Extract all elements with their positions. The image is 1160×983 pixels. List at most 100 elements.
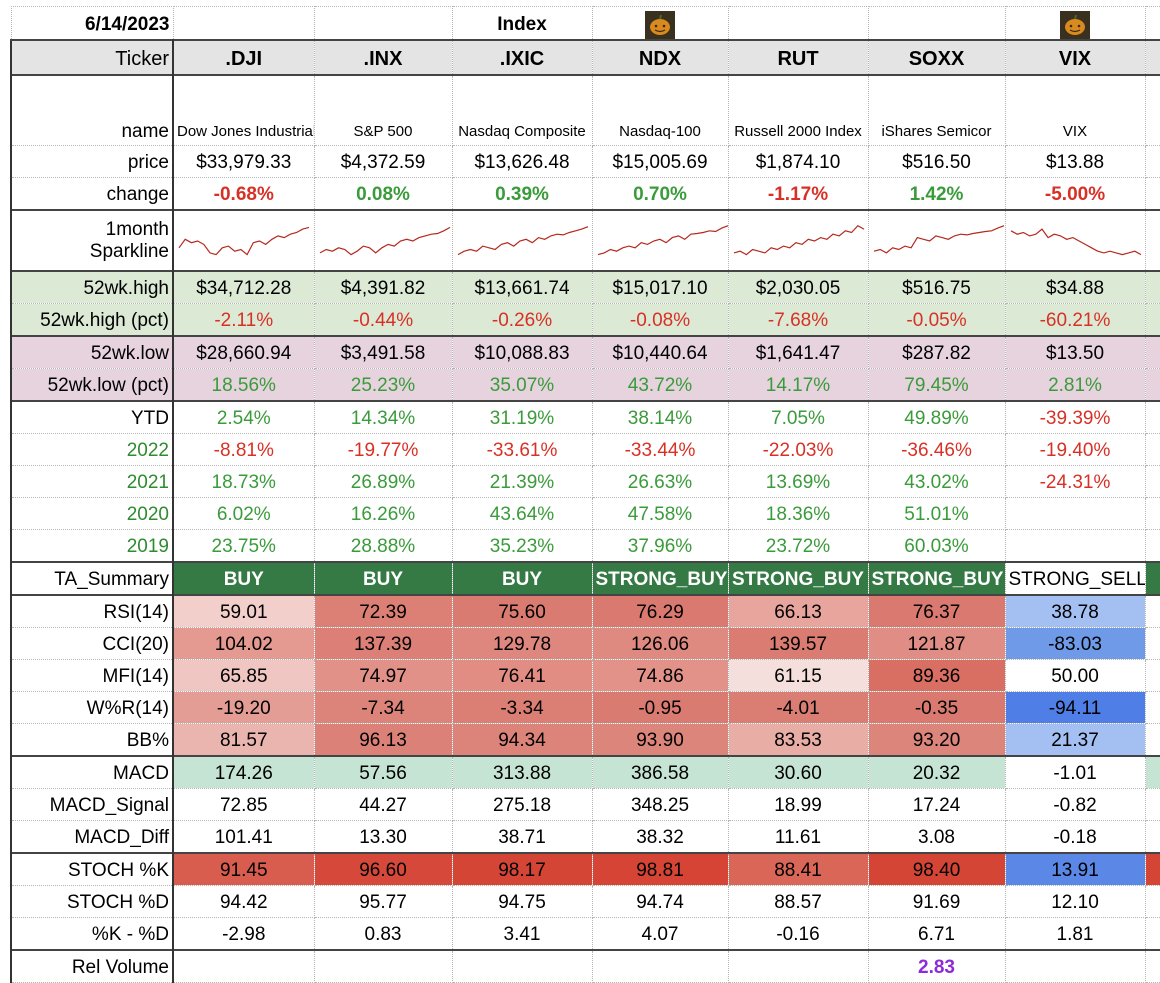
stk-value[interactable]: 98.17 — [451, 852, 593, 886]
y2020-value[interactable]: 16.26% — [313, 497, 453, 530]
kd-value[interactable]: 6.71 — [867, 917, 1006, 951]
ytd-value[interactable]: 31.19% — [451, 400, 593, 434]
rsi-value[interactable]: 75.60 — [451, 594, 593, 628]
y2021-value[interactable]: 43.02% — [867, 465, 1006, 498]
overflow-cell[interactable] — [1144, 270, 1160, 304]
label-bb[interactable]: BB% — [10, 723, 174, 757]
overflow-cell[interactable] — [1144, 433, 1160, 466]
hi_pct-value[interactable]: -7.68% — [727, 303, 869, 337]
header-blank-cell[interactable] — [1144, 6, 1160, 41]
kd-value[interactable]: 4.07 — [591, 917, 729, 951]
price-value[interactable]: $13,626.48 — [451, 145, 593, 178]
ytd-value[interactable]: 2.54% — [172, 400, 315, 434]
sparkline-cell[interactable] — [313, 209, 453, 272]
price-value[interactable]: $4,372.59 — [313, 145, 453, 178]
label-name[interactable]: name — [10, 74, 174, 146]
ta-value[interactable]: STRONG_BUY — [591, 561, 729, 596]
macd_sig-value[interactable]: 348.25 — [591, 788, 729, 821]
name-value[interactable]: iShares Semicor — [867, 74, 1006, 146]
mfi-value[interactable]: 50.00 — [1004, 659, 1146, 692]
header-blank-cell[interactable] — [867, 6, 1006, 41]
std-value[interactable]: 94.75 — [451, 885, 593, 918]
cci-value[interactable]: 126.06 — [591, 627, 729, 660]
macd_sig-value[interactable]: 72.85 — [172, 788, 315, 821]
rel-value[interactable] — [727, 949, 869, 983]
overflow-cell[interactable] — [1144, 594, 1160, 628]
hi_pct-value[interactable]: -60.21% — [1004, 303, 1146, 337]
bb-value[interactable]: 83.53 — [727, 723, 869, 757]
std-value[interactable]: 94.74 — [591, 885, 729, 918]
label-y2020[interactable]: 2020 — [10, 497, 174, 530]
rel-value[interactable] — [313, 949, 453, 983]
ta-value[interactable]: BUY — [451, 561, 593, 596]
label-y2022[interactable]: 2022 — [10, 433, 174, 466]
wr-value[interactable]: -3.34 — [451, 691, 593, 724]
label-lo[interactable]: 52wk.low — [10, 335, 174, 369]
overflow-cell[interactable] — [1144, 659, 1160, 692]
lo_pct-value[interactable]: 14.17% — [727, 368, 869, 402]
ytd-value[interactable]: -39.39% — [1004, 400, 1146, 434]
label-ytd[interactable]: YTD — [10, 400, 174, 434]
label-price[interactable]: price — [10, 145, 174, 178]
std-value[interactable]: 94.42 — [172, 885, 315, 918]
ticker-symbol[interactable]: RUT — [727, 39, 869, 76]
ta-value[interactable]: STRONG_BUY — [727, 561, 869, 596]
rsi-value[interactable]: 38.78 — [1004, 594, 1146, 628]
y2022-value[interactable]: -22.03% — [727, 433, 869, 466]
rel-value[interactable] — [591, 949, 729, 983]
y2020-value[interactable]: 18.36% — [727, 497, 869, 530]
hi-value[interactable]: $2,030.05 — [727, 270, 869, 304]
y2019-value[interactable] — [1004, 529, 1146, 563]
lo_pct-value[interactable]: 43.72% — [591, 368, 729, 402]
macd_sig-value[interactable]: 18.99 — [727, 788, 869, 821]
wr-value[interactable]: -7.34 — [313, 691, 453, 724]
overflow-cell[interactable] — [1144, 627, 1160, 660]
y2021-value[interactable]: -24.31% — [1004, 465, 1146, 498]
rsi-value[interactable]: 72.39 — [313, 594, 453, 628]
overflow-cell[interactable] — [1144, 145, 1160, 178]
macd-value[interactable]: 174.26 — [172, 755, 315, 789]
overflow-cell[interactable] — [1144, 788, 1160, 821]
overflow-cell[interactable] — [1144, 561, 1160, 596]
lo_pct-value[interactable]: 79.45% — [867, 368, 1006, 402]
label-rel[interactable]: Rel Volume — [10, 949, 174, 983]
hi_pct-value[interactable]: -0.26% — [451, 303, 593, 337]
macd-value[interactable]: -1.01 — [1004, 755, 1146, 789]
cci-value[interactable]: 139.57 — [727, 627, 869, 660]
y2022-value[interactable]: -19.77% — [313, 433, 453, 466]
mfi-value[interactable]: 76.41 — [451, 659, 593, 692]
cci-value[interactable]: 121.87 — [867, 627, 1006, 660]
label-change[interactable]: change — [10, 177, 174, 211]
macd-value[interactable]: 30.60 — [727, 755, 869, 789]
sparkline-cell[interactable] — [451, 209, 593, 272]
overflow-cell[interactable] — [1144, 755, 1160, 789]
label-std[interactable]: STOCH %D — [10, 885, 174, 918]
change-value[interactable]: 0.39% — [451, 177, 593, 211]
ticker-symbol[interactable]: VIX — [1004, 39, 1146, 76]
ytd-value[interactable]: 49.89% — [867, 400, 1006, 434]
header-blank-cell[interactable] — [591, 6, 729, 41]
bb-value[interactable]: 96.13 — [313, 723, 453, 757]
y2021-value[interactable]: 26.63% — [591, 465, 729, 498]
overflow-cell[interactable] — [1144, 497, 1160, 530]
y2019-value[interactable]: 60.03% — [867, 529, 1006, 563]
stk-value[interactable]: 98.81 — [591, 852, 729, 886]
y2022-value[interactable]: -36.46% — [867, 433, 1006, 466]
overflow-cell[interactable] — [1144, 368, 1160, 402]
rsi-value[interactable]: 76.37 — [867, 594, 1006, 628]
y2021-value[interactable]: 18.73% — [172, 465, 315, 498]
overflow-cell[interactable] — [1144, 949, 1160, 983]
overflow-cell[interactable] — [1144, 39, 1160, 76]
rsi-value[interactable]: 76.29 — [591, 594, 729, 628]
wr-value[interactable]: -0.95 — [591, 691, 729, 724]
label-hi_pct[interactable]: 52wk.high (pct) — [10, 303, 174, 337]
label-kd[interactable]: %K - %D — [10, 917, 174, 951]
y2021-value[interactable]: 21.39% — [451, 465, 593, 498]
bb-value[interactable]: 81.57 — [172, 723, 315, 757]
overflow-cell[interactable] — [1144, 529, 1160, 563]
macd-value[interactable]: 313.88 — [451, 755, 593, 789]
mfi-value[interactable]: 65.85 — [172, 659, 315, 692]
lo-value[interactable]: $10,088.83 — [451, 335, 593, 369]
y2019-value[interactable]: 23.72% — [727, 529, 869, 563]
wr-value[interactable]: -4.01 — [727, 691, 869, 724]
